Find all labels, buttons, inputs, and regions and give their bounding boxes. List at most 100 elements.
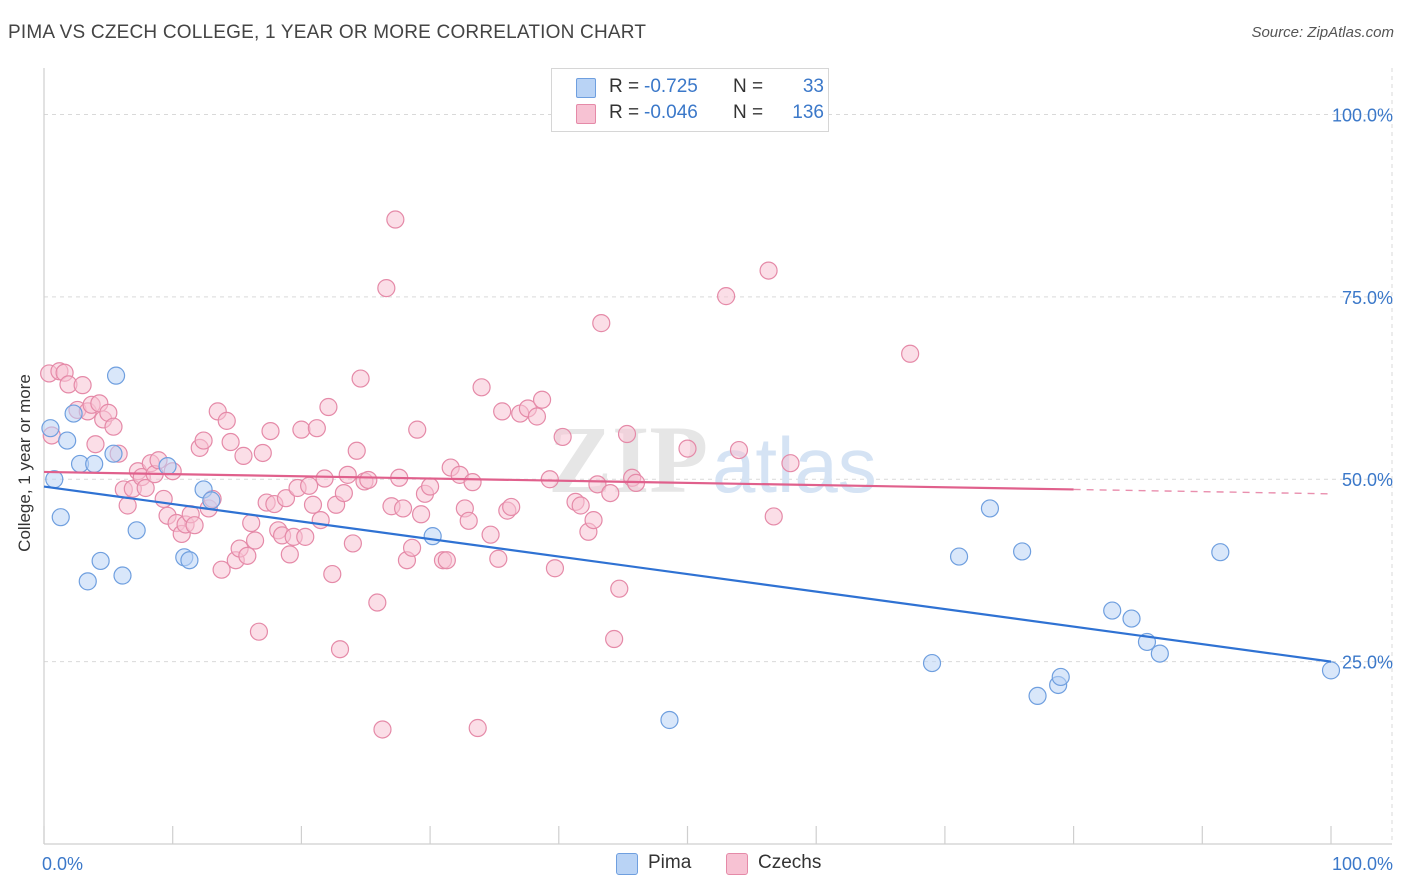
czechs-point [86,435,105,454]
czechs-point [571,496,590,515]
pima-point [180,551,199,570]
czechs-point [610,579,629,598]
pima-legend-swatch [616,853,638,875]
legend-r-label: R = [609,76,640,97]
czechs-point [296,527,315,546]
pima-points [41,366,1341,730]
czechs-point [527,407,547,426]
legend-n-label: N = [733,102,764,123]
czechs-point [588,475,607,494]
pima-point [41,419,60,438]
czechs-point [234,446,253,465]
pima-point [64,404,83,423]
y-tick-label: 25.0% [1342,653,1393,673]
czechs-point [73,376,92,395]
czechs-point [307,419,326,438]
czechs-point [386,210,405,229]
czechs-point [368,593,387,612]
trend-lines [43,470,1332,663]
czechs-point [421,477,440,496]
pima-point [980,499,1000,518]
pima-swatch [576,78,596,98]
czechs-point [221,432,240,452]
czechs-point [261,421,280,441]
czechs-point [463,473,482,492]
czechs-point [729,440,749,460]
pima-point [922,653,942,673]
pima-point [1122,609,1141,628]
czechs-point [617,424,637,444]
czechs-point [280,545,299,564]
pima-point [51,508,70,527]
axes [43,68,1392,845]
czechs-point [300,476,319,495]
czechs-point [238,546,257,565]
pima-point [91,551,110,571]
legend-n-value: 136 [792,102,824,123]
czechs-point [276,489,296,508]
legend-r-value: -0.046 [644,102,698,123]
czechs-legend-label: Czechs [758,852,822,873]
czechs-point [472,378,491,397]
pima-point [104,444,123,463]
pima-point [949,547,969,566]
pima-point [106,366,126,385]
czechs-point [249,622,269,641]
czechs-point [717,287,736,306]
x-tick-label: 100.0% [1332,854,1393,874]
pima-point [127,521,146,540]
czechs-point [338,465,357,484]
czechs-legend-swatch [726,853,748,875]
czechs-point [545,559,565,578]
pima-point [202,491,221,510]
legend-r-label: R = [609,102,640,123]
pima-point [660,710,679,730]
czechs-point [194,431,213,450]
pima-point [1051,667,1070,687]
czechs-point [553,427,572,447]
czechs-point [212,560,231,579]
czechs-point [411,505,431,524]
czechs-point [402,538,422,557]
stats-legend: R = -0.725 N = 33 R = -0.046 N = 136 [551,68,829,132]
czechs-point [437,551,456,570]
y-tick-label: 100.0% [1332,105,1393,125]
czechs-point [136,478,155,498]
legend-n-value: 33 [802,76,824,97]
pima-point [85,454,104,474]
pima-point [423,527,442,546]
y-axis-label: College, 1 year or more [15,374,34,552]
czechs-point [764,507,783,526]
czechs-point [315,469,334,488]
czechs-point [323,564,342,584]
czechs-point [330,640,350,659]
czechs-point [489,549,508,568]
legend-n-label: N = [733,76,764,97]
tick-labels: 25.0% 50.0% 75.0% 100.0% 0.0% 100.0% [42,105,1393,874]
czechs-point [377,279,396,298]
pima-legend-label: Pima [648,852,692,873]
czechs-point [901,344,920,363]
czechs-point [759,261,778,280]
czechs-point [351,369,370,388]
czechs-point [532,390,552,409]
chart-title: PIMA VS CZECH COLLEGE, 1 YEAR OR MORE CO… [8,22,647,43]
czechs-point [217,411,236,430]
czechs-point [781,454,800,473]
czechs-point [343,534,362,553]
czechs-point [592,314,611,333]
czechs-point [393,499,413,518]
czechs-point [359,470,378,490]
x-tick-label: 0.0% [42,854,83,874]
czechs-point [601,483,620,503]
czechs-point [408,420,427,439]
czechs-point [678,439,697,458]
czechs-point [540,470,559,489]
czechs-point [253,443,272,463]
y-tick-label: 50.0% [1342,470,1393,490]
pima-point [158,457,177,476]
pima-point [78,572,97,591]
czechs-point [502,497,521,517]
legend-r-value: -0.725 [644,76,698,97]
